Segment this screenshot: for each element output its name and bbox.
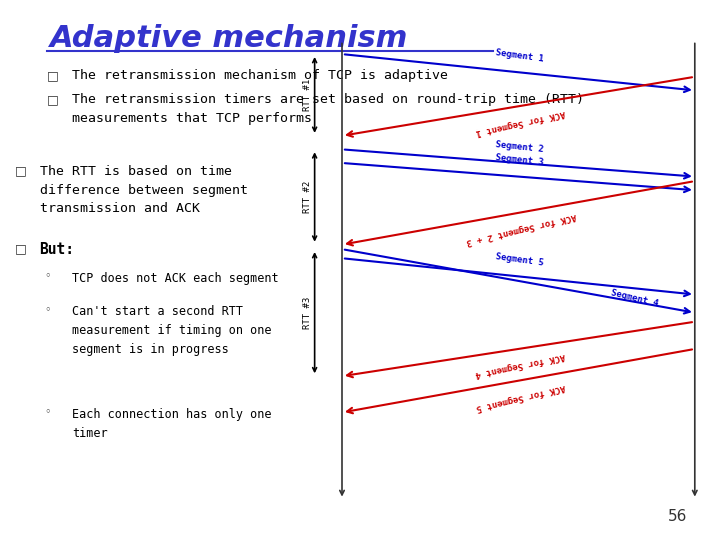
Text: □: □: [14, 242, 26, 255]
Text: Segment 4: Segment 4: [610, 288, 660, 308]
Text: RTT #2: RTT #2: [302, 181, 312, 213]
Text: The retransmission mechanism of TCP is adaptive: The retransmission mechanism of TCP is a…: [72, 69, 448, 82]
Text: 56: 56: [668, 509, 688, 524]
Text: transmission and ACK: transmission and ACK: [40, 202, 199, 215]
Text: Segment 3: Segment 3: [495, 153, 544, 167]
Text: RTT #3: RTT #3: [302, 296, 312, 329]
Text: RTT #1: RTT #1: [302, 79, 312, 111]
Text: ACK for Segment 1: ACK for Segment 1: [475, 108, 567, 137]
Text: segment is in progress: segment is in progress: [72, 343, 229, 356]
Text: The RTT is based on time: The RTT is based on time: [40, 165, 232, 178]
Text: ACK for Segment 4: ACK for Segment 4: [475, 352, 566, 379]
Text: □: □: [47, 93, 58, 106]
Text: Each connection has only one: Each connection has only one: [72, 408, 271, 421]
Text: Adaptive mechanism: Adaptive mechanism: [50, 24, 409, 53]
Text: TCP does not ACK each segment: TCP does not ACK each segment: [72, 272, 279, 285]
Text: difference between segment: difference between segment: [40, 184, 248, 197]
Text: □: □: [14, 165, 26, 178]
Text: timer: timer: [72, 427, 107, 440]
Text: measurements that TCP performs: measurements that TCP performs: [72, 112, 312, 125]
Text: Segment 1: Segment 1: [495, 48, 544, 64]
Text: ◦: ◦: [45, 305, 51, 315]
Text: Segment 2: Segment 2: [495, 140, 544, 153]
Text: The retransmission timers are set based on round-trip time (RTT): The retransmission timers are set based …: [72, 93, 584, 106]
Text: But:: But:: [40, 242, 75, 257]
Text: □: □: [47, 69, 58, 82]
Text: ACK for Segment 2 + 3: ACK for Segment 2 + 3: [465, 211, 577, 246]
Text: ◦: ◦: [45, 272, 51, 282]
Text: Can't start a second RTT: Can't start a second RTT: [72, 305, 243, 318]
Text: measurement if timing on one: measurement if timing on one: [72, 324, 271, 337]
Text: ◦: ◦: [45, 408, 51, 418]
Text: Segment 5: Segment 5: [495, 252, 544, 268]
Text: ACK for Segment 5: ACK for Segment 5: [475, 382, 567, 411]
